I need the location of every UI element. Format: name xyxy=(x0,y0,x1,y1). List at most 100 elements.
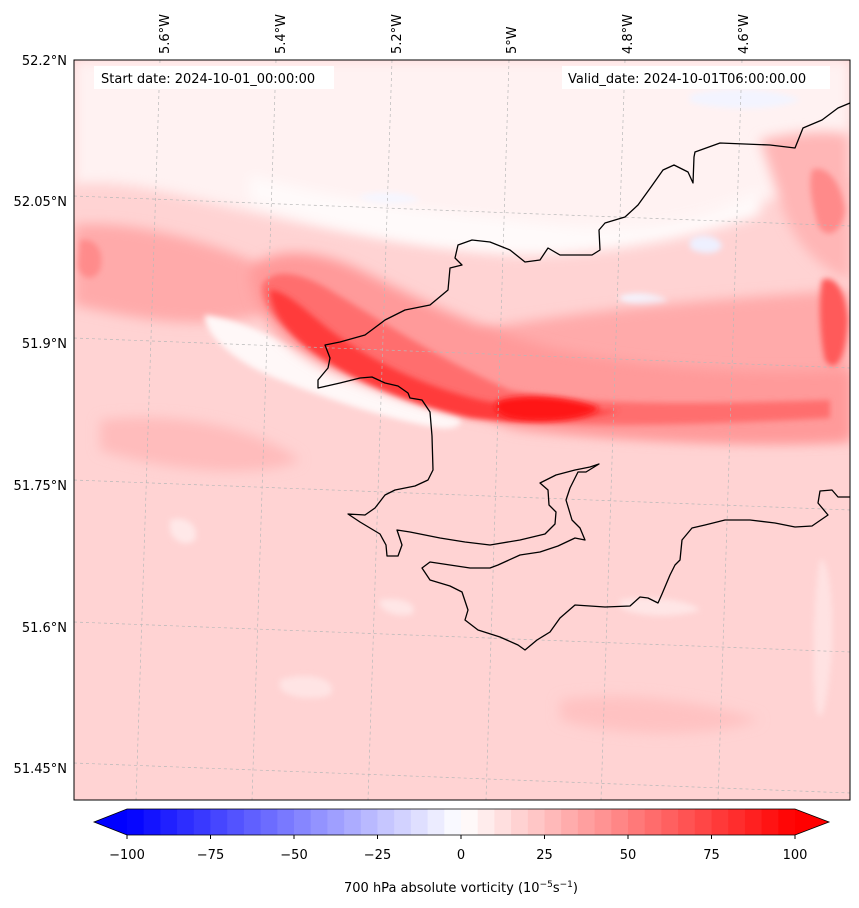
field-negative-spot-2 xyxy=(620,293,668,306)
colorbar-bin xyxy=(678,809,696,835)
colorbar-bin xyxy=(694,809,713,835)
field-negative-spot-4 xyxy=(690,89,800,109)
colorbar-bin xyxy=(210,809,228,835)
colorbar-bin xyxy=(577,809,596,835)
colorbar-bin xyxy=(127,809,145,835)
field-main-band-core xyxy=(270,290,620,422)
field-south-light-2 xyxy=(280,675,332,699)
colorbar-tick-label: 50 xyxy=(620,848,637,863)
colorbar-bin xyxy=(494,809,512,835)
lon-tick-label: 5.2°W xyxy=(390,14,405,54)
lat-tick-label: 51.75°N xyxy=(14,479,67,494)
field-max-spot xyxy=(495,396,600,421)
field-east-upper-band xyxy=(760,131,850,280)
colorbar-tick-label: 0 xyxy=(457,848,465,863)
field-east-edge-streak-2 xyxy=(810,168,845,234)
colorbar-bin xyxy=(461,809,479,835)
lon-tick-label: 5°W xyxy=(505,26,520,54)
colorbar-bin xyxy=(561,809,579,835)
colorbar-label-main: 700 hPa absolute vorticity (10 xyxy=(344,881,540,896)
lon-tick-label: 4.8°W xyxy=(621,14,636,54)
lat-tick-label: 52.05°N xyxy=(14,195,67,210)
colorbar-bin xyxy=(511,809,529,835)
colorbar-bin xyxy=(611,809,629,835)
colorbar-tick-label: −25 xyxy=(364,848,391,863)
colorbar-bin xyxy=(711,809,729,835)
lat-tick-label: 51.6°N xyxy=(22,621,67,636)
colorbar-bin xyxy=(193,809,212,835)
field-south-light-5 xyxy=(380,598,414,616)
colorbar xyxy=(92,808,831,839)
lat-tick-label: 52.2°N xyxy=(22,54,67,69)
colorbar-bin xyxy=(160,809,178,835)
lat-tick-label: 51.9°N xyxy=(22,337,67,352)
colorbar-bin xyxy=(360,809,379,835)
colorbar-bin xyxy=(344,809,362,835)
colorbar-bin xyxy=(744,809,763,835)
colorbar-label-exp1: −5 xyxy=(540,880,553,890)
field-white-north xyxy=(250,175,760,255)
colorbar-label: 700 hPa absolute vorticity (10−5s−1) xyxy=(344,880,578,896)
colorbar-tick-label: −75 xyxy=(197,848,224,863)
colorbar-bin xyxy=(177,809,195,835)
colorbar-tick-label: 75 xyxy=(703,848,720,863)
lon-tick-label: 5.4°W xyxy=(274,14,289,54)
colorbar-bin xyxy=(778,809,796,835)
lat-tick-labels: 52.2°N 52.05°N 51.9°N 51.75°N 51.6°N 51.… xyxy=(14,54,67,777)
colorbar-bin xyxy=(260,809,278,835)
colorbar-bin xyxy=(628,809,646,835)
lat-tick-label: 51.45°N xyxy=(14,762,67,777)
start-date-box xyxy=(94,66,334,89)
colorbar-bin xyxy=(477,809,495,835)
colorbar-label-end: ) xyxy=(573,881,578,896)
colorbar-bin xyxy=(327,809,345,835)
field-south-darker-1 xyxy=(100,417,300,471)
colorbar-ticks: −100 −75 −50 −25 0 25 50 75 100 xyxy=(109,848,807,863)
lon-tick-label: 5.6°W xyxy=(158,14,173,54)
lon-tick-label: 4.6°W xyxy=(737,14,752,54)
field-south-light-4 xyxy=(813,559,833,717)
lon-tick-labels: 5.6°W 5.4°W 5.2°W 5°W 4.8°W 4.6°W xyxy=(158,14,752,54)
colorbar-extend-min xyxy=(94,809,127,835)
start-date-label: Start date: 2024-10-01_00:00:00 xyxy=(101,72,315,87)
colorbar-bin xyxy=(143,809,161,835)
field-white-channel xyxy=(205,315,461,429)
coastline-north-coast xyxy=(317,102,850,651)
field-east-edge-streak xyxy=(819,278,848,366)
field-west-band xyxy=(74,224,279,323)
colorbar-extend-max xyxy=(795,809,829,835)
field-south-light-3 xyxy=(620,598,700,616)
colorbar-label-exp2: −1 xyxy=(560,880,573,890)
colorbar-bin xyxy=(394,809,412,835)
colorbar-tick-label: −50 xyxy=(280,848,307,863)
valid-date-label: Valid_date: 2024-10-01T06:00:00.00 xyxy=(568,72,806,87)
map-frame xyxy=(73,59,851,801)
colorbar-bin xyxy=(377,809,395,835)
valid-date-box xyxy=(562,66,830,89)
coastline xyxy=(317,102,850,651)
colorbar-bin xyxy=(227,809,245,835)
colorbar-bin xyxy=(527,809,546,835)
colorbar-bin xyxy=(243,809,262,835)
colorbar-tick-label: 25 xyxy=(536,848,553,863)
colorbar-bin xyxy=(410,809,429,835)
colorbar-bin xyxy=(310,809,328,835)
colorbar-tick-label: −100 xyxy=(109,848,145,863)
colorbar-bin xyxy=(661,809,679,835)
colorbar-bin xyxy=(277,809,295,835)
colorbar-bin xyxy=(544,809,562,835)
colorbar-label-mid: s xyxy=(553,881,560,896)
colorbar-bin xyxy=(427,809,445,835)
field-negative-spot-3 xyxy=(360,192,420,204)
field-negative-spot-1 xyxy=(690,235,722,253)
colorbar-bin xyxy=(444,809,462,835)
vorticity-field: Start date: 2024-10-01_00:00:00 Valid_da… xyxy=(74,60,850,800)
colorbar-bin xyxy=(728,809,746,835)
colorbar-bin xyxy=(644,809,662,835)
colorbar-bin xyxy=(594,809,612,835)
colorbar-bin xyxy=(294,809,312,835)
colorbar-bin xyxy=(761,809,779,835)
colorbar-tick-label: 100 xyxy=(783,848,808,863)
field-south-light-1 xyxy=(170,518,196,544)
